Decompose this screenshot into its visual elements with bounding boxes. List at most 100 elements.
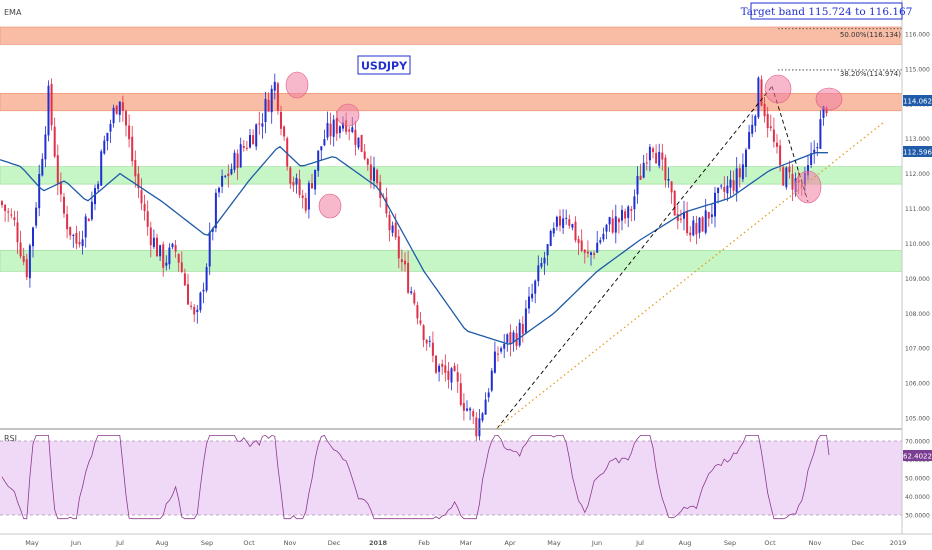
candle-body [94,188,96,205]
candle-body [822,106,825,118]
candle-body [772,129,775,142]
candle-body [50,83,53,126]
candle [81,230,84,255]
candle-body [56,155,59,184]
candle-body [512,332,515,343]
candle [388,211,391,242]
candle [404,252,406,272]
candle-body [363,151,366,159]
candle [431,331,434,363]
candle [249,129,251,149]
candle [425,338,428,351]
time-tick-label: Dec [852,539,865,547]
candle-body [438,365,441,372]
time-tick-label: Feb [418,539,430,547]
candle-body [819,119,822,149]
candle-body [813,149,816,153]
candle [444,354,447,382]
candle-body [156,237,158,257]
candle-body [286,138,289,167]
candle [816,142,819,157]
candle [366,157,369,171]
rsi-tick-label: 50.0000 [905,476,930,483]
ema-line [0,145,828,345]
candle-body [221,175,224,187]
candle [75,225,78,250]
candle-body [385,197,388,214]
candle-body [84,216,87,238]
candle-body [379,181,382,198]
candle [227,164,230,188]
candle-body [35,207,38,226]
candle-body [478,418,481,437]
candle [462,393,465,421]
candle [428,335,431,348]
candle-body [652,148,654,153]
candle [218,186,220,198]
candle [621,205,623,231]
candle [639,163,642,180]
candle [810,142,813,168]
candle-body [276,83,279,111]
candle-body [472,411,475,417]
candle-body [469,408,472,411]
candle [608,216,611,232]
candle [280,105,282,136]
candle [112,104,115,128]
candle [103,135,106,155]
candle-body [106,132,109,142]
candle [373,156,375,190]
candle [320,146,323,160]
candle-body [187,284,189,305]
candle [165,255,168,271]
candle-body [710,214,713,217]
candle [714,186,716,228]
candle-body [264,98,267,123]
candle [283,125,286,141]
trend-line-dashed [496,86,773,429]
candle [90,191,93,222]
candle-body [580,240,583,251]
candle [50,78,53,131]
candle [38,164,41,217]
candle [481,412,484,423]
candle [22,247,25,266]
candle-body [748,132,751,149]
candle-body [732,180,735,191]
candle [819,110,822,150]
candle-body [289,167,292,184]
candle-body [41,158,44,176]
candle-body [466,408,468,411]
candle [469,406,472,421]
candle-body [425,339,428,344]
candle-body [245,147,248,149]
candle-body [270,88,273,113]
candle-body [738,168,741,178]
last-price-badge: 114.062 [903,95,932,106]
candle [208,222,211,276]
candle [757,76,760,120]
candle-body [301,195,304,199]
candle-body [704,210,707,233]
candle [456,364,459,393]
candle-body [292,182,295,186]
candle [636,166,639,204]
candle [686,201,689,236]
ema-indicator-label: EMA [4,8,22,17]
candle [447,361,450,389]
fib-382-label: 38.20%(114.974) [840,70,901,78]
candle-body [78,242,81,245]
candle [785,166,788,190]
candle [41,153,44,177]
time-tick-label: Sep [201,539,213,547]
candle [559,209,561,232]
candle-body [686,210,689,234]
price-tick-label: 109.000 [905,276,930,283]
candle-body [87,218,90,222]
candle-body [214,192,217,229]
candle [599,237,602,245]
candle-body [642,162,645,178]
candle-body [590,252,592,255]
annotations [285,28,902,429]
